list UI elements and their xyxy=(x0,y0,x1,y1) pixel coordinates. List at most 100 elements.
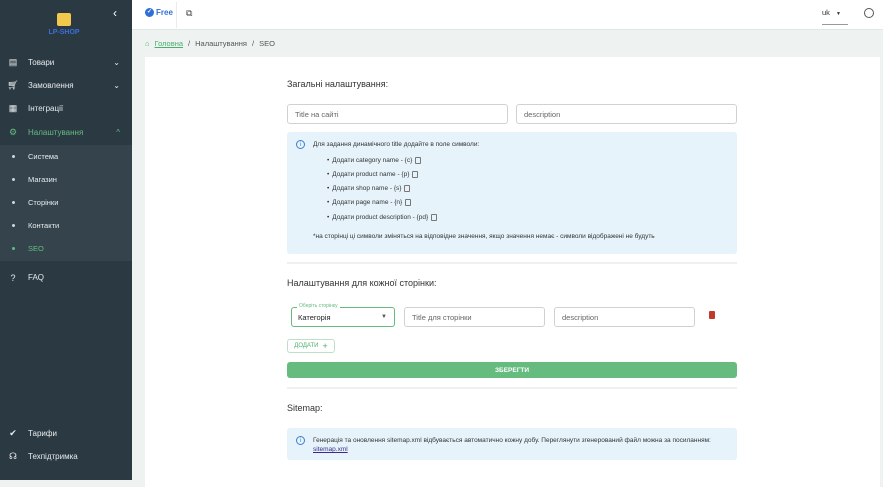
copy-icon[interactable] xyxy=(405,199,412,206)
page-description-input[interactable]: description xyxy=(554,307,695,327)
seo-card: Загальні налаштування: Title на сайті de… xyxy=(145,57,880,487)
info-intro: Для задання динамічного title додайте в … xyxy=(313,141,480,148)
label: Тарифи xyxy=(28,429,57,438)
list-item: • Додати product name - {p} xyxy=(327,171,419,178)
save-button[interactable]: ЗБЕРЕГТИ xyxy=(287,362,737,378)
breadcrumb: ⌂ Головна / Налаштування / SEO xyxy=(145,39,275,48)
sidebar-item-integrations[interactable]: ▦ Інтеграції xyxy=(0,97,132,120)
open-external-icon[interactable]: ⧉ xyxy=(186,8,193,18)
site-title-input[interactable]: Title на сайті xyxy=(287,104,508,124)
label: Система xyxy=(28,152,59,161)
item-text: Додати category name - {c} xyxy=(332,157,413,164)
divider xyxy=(176,2,177,28)
site-description-input[interactable]: description xyxy=(516,104,737,124)
sitemap-title: Sitemap: xyxy=(287,403,323,413)
info-icon: i xyxy=(296,140,305,149)
sidebar-item-faq[interactable]: ? FAQ xyxy=(0,266,132,289)
check-icon: ✓ xyxy=(145,8,154,17)
verified-icon: ✔ xyxy=(9,428,17,438)
language-select[interactable]: uk ▼ xyxy=(822,8,848,25)
plan-badge[interactable]: ✓ Free xyxy=(145,8,173,17)
separator: / xyxy=(188,39,191,48)
label: Інтеграції xyxy=(28,104,64,113)
sidebar-item-seo[interactable]: SEO xyxy=(0,237,132,260)
sidebar-item-orders[interactable]: 🛒︎ Замовлення ⌄ xyxy=(0,74,132,97)
breadcrumb-home[interactable]: Головна xyxy=(154,39,184,48)
gear-icon: ⚙ xyxy=(8,127,18,137)
logo[interactable]: LP-SHOP xyxy=(40,10,88,36)
chevron-down-icon: ⌄ xyxy=(113,81,120,90)
per-page-settings-title: Налаштування для кожної сторінки: xyxy=(287,278,437,288)
copy-icon[interactable] xyxy=(431,214,438,221)
select-label: Оберіть сторінку xyxy=(297,303,340,309)
widgets-icon: ▦ xyxy=(8,103,18,113)
caret-down-icon: ▼ xyxy=(836,11,841,17)
sidebar-item-tariffs[interactable]: ✔ Тарифи xyxy=(0,422,132,445)
plus-icon: + xyxy=(322,341,328,351)
label: Налаштування xyxy=(28,128,84,137)
sitemap-info: i Генерація та оновлення sitemap.xml від… xyxy=(287,428,737,460)
label: Контакти xyxy=(28,221,60,230)
add-button[interactable]: ДОДАТИ + xyxy=(287,339,335,353)
info-note: *на сторінці ці символи зміняться на від… xyxy=(313,233,655,240)
archive-icon: ▤ xyxy=(8,57,18,67)
general-settings-title: Загальні налаштування: xyxy=(287,79,389,89)
chevron-up-icon: ^ xyxy=(116,128,120,137)
list-item: • Додати shop name - {s} xyxy=(327,185,411,192)
item-text: Додати product name - {p} xyxy=(332,171,410,178)
sitemap-link[interactable]: sitemap.xml xyxy=(313,446,348,453)
copy-icon[interactable] xyxy=(412,171,419,178)
page-title-input[interactable]: Title для сторінки xyxy=(404,307,545,327)
sidebar-item-pages[interactable]: Сторінки xyxy=(0,191,132,214)
divider xyxy=(287,387,737,389)
sidebar-item-support[interactable]: ☊ Техпідтримка xyxy=(0,445,132,468)
label: Товари xyxy=(28,58,55,67)
sidebar-item-system[interactable]: Система xyxy=(0,145,132,168)
add-label: ДОДАТИ xyxy=(294,343,319,349)
divider xyxy=(287,262,737,264)
bag-icon xyxy=(57,13,71,26)
separator: / xyxy=(251,39,255,48)
label: Сторінки xyxy=(28,198,59,207)
dynamic-title-info: i Для задання динамічного title додайте … xyxy=(287,132,737,254)
sidebar-item-contacts[interactable]: Контакти xyxy=(0,214,132,237)
settings-submenu: Система Магазин Сторінки Контакти SEO xyxy=(0,145,132,261)
label: FAQ xyxy=(28,273,45,282)
sidebar-item-products[interactable]: ▤ Товари ⌄ xyxy=(0,51,132,74)
bullet-icon xyxy=(12,201,15,204)
collapse-sidebar-button[interactable]: ‹ xyxy=(113,6,117,20)
copy-icon[interactable] xyxy=(415,157,422,164)
copy-icon[interactable] xyxy=(404,185,411,192)
delete-icon[interactable] xyxy=(709,311,715,319)
help-icon: ? xyxy=(10,272,16,283)
cart-icon: 🛒︎ xyxy=(7,80,19,90)
item-text: Додати shop name - {s} xyxy=(332,185,402,192)
breadcrumb-current: SEO xyxy=(259,39,275,48)
label: Магазин xyxy=(28,175,57,184)
label: Техпідтримка xyxy=(28,452,78,461)
breadcrumb-settings[interactable]: Налаштування xyxy=(195,39,247,48)
bullet-icon xyxy=(12,247,15,250)
logo-text: LP-SHOP xyxy=(48,29,80,36)
sitemap-text: Генерація та оновлення sitemap.xml відбу… xyxy=(313,437,711,444)
info-icon: i xyxy=(296,436,305,445)
account-icon[interactable] xyxy=(864,8,874,18)
home-icon: ⌂ xyxy=(145,39,150,48)
list-item: • Додати product description - {pd} xyxy=(327,214,438,221)
bullet-icon xyxy=(12,178,15,181)
chevron-down-icon: ⌄ xyxy=(113,58,120,67)
caret-down-icon: ▼ xyxy=(381,314,387,320)
sidebar-item-settings[interactable]: ⚙ Налаштування ^ xyxy=(0,121,132,144)
lang-value: uk xyxy=(822,8,830,17)
headset-icon: ☊ xyxy=(9,451,17,461)
item-text: Додати product description - {pd} xyxy=(332,214,429,221)
sidebar: LP-SHOP ‹ ▤ Товари ⌄ 🛒︎ Замовлення ⌄ ▦ Інтегр… xyxy=(0,0,132,480)
topbar: ✓ Free ⧉ uk ▼ xyxy=(132,0,883,30)
plan-label: Free xyxy=(156,8,173,17)
select-value: Категорія xyxy=(298,312,331,322)
item-text: Додати page name - {n} xyxy=(332,199,403,206)
label: Замовлення xyxy=(28,81,74,90)
page-select[interactable]: Оберіть сторінку Категорія ▼ xyxy=(291,303,395,327)
sidebar-item-shop[interactable]: Магазин xyxy=(0,168,132,191)
list-item: • Додати page name - {n} xyxy=(327,199,412,206)
